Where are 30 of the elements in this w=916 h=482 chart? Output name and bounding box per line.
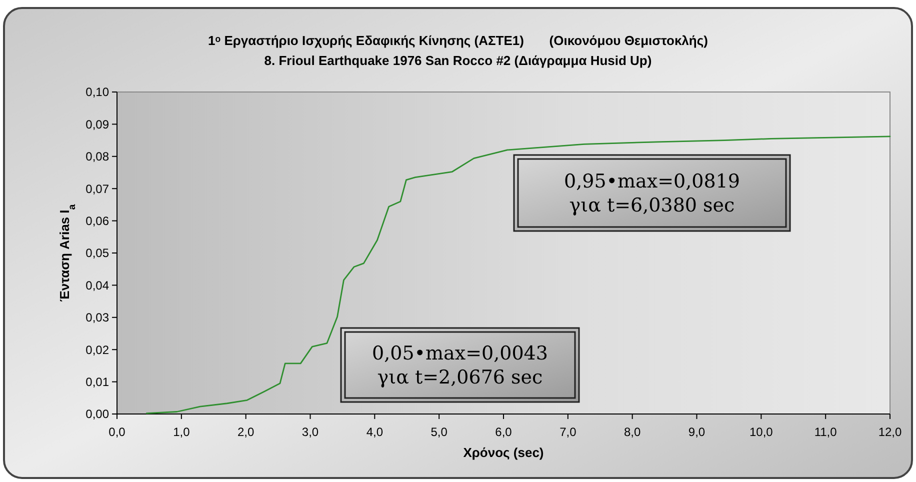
- y-tick-label: 0,10: [86, 85, 110, 100]
- x-tick-label: 8,0: [624, 425, 641, 439]
- x-tick-label: 10,0: [749, 425, 774, 439]
- y-tick-label: 0,06: [86, 214, 110, 228]
- x-tick-label: 0,0: [108, 425, 126, 439]
- y-tick-label: 0,07: [86, 182, 110, 196]
- y-tick-label: 0,08: [86, 150, 110, 164]
- x-tick-label: 5,0: [430, 425, 448, 439]
- chart-title: 1ᵒ Εργαστήριο Ισχυρής Εδαφικής Κίνησης (ΑΣΤΕ1) (Οικονόμου Θεμιστοκλής): [208, 33, 708, 48]
- x-tick-label: 4,0: [366, 425, 384, 439]
- annotation: 0,05•max=0,0043 για t=2,0676 sec: [372, 342, 548, 389]
- x-axis-title: Χρόνος (sec): [463, 445, 544, 460]
- x-tick-label: 1,0: [173, 425, 190, 439]
- y-tick-label: 0,09: [86, 117, 110, 132]
- x-tick-label: 7,0: [560, 425, 577, 439]
- line-series: [146, 136, 891, 414]
- x-tick-label: 11,0: [814, 425, 838, 439]
- y-tick-label: 0,04: [86, 278, 110, 292]
- annotation: 0,95•max=0,0819 για t=6,0380 sec: [564, 170, 740, 217]
- x-tick-label: 2,0: [237, 425, 254, 439]
- x-tick-label: 6,0: [495, 425, 512, 439]
- y-tick-label: 0,05: [86, 246, 110, 260]
- y-tick-label: 0,00: [86, 407, 110, 422]
- y-tick-label: 0,01: [86, 375, 110, 389]
- y-tick-label: 0,02: [86, 342, 110, 357]
- chart-subtitle: 8. Frioul Earthquake 1976 San Rocco #2 (Διάγραμμα Husid Up): [264, 53, 652, 68]
- x-tick-label: 12,0: [878, 425, 902, 439]
- x-tick-label: 9,0: [688, 425, 706, 439]
- y-tick-label: 0,03: [86, 310, 110, 325]
- x-tick-label: 3,0: [302, 425, 319, 439]
